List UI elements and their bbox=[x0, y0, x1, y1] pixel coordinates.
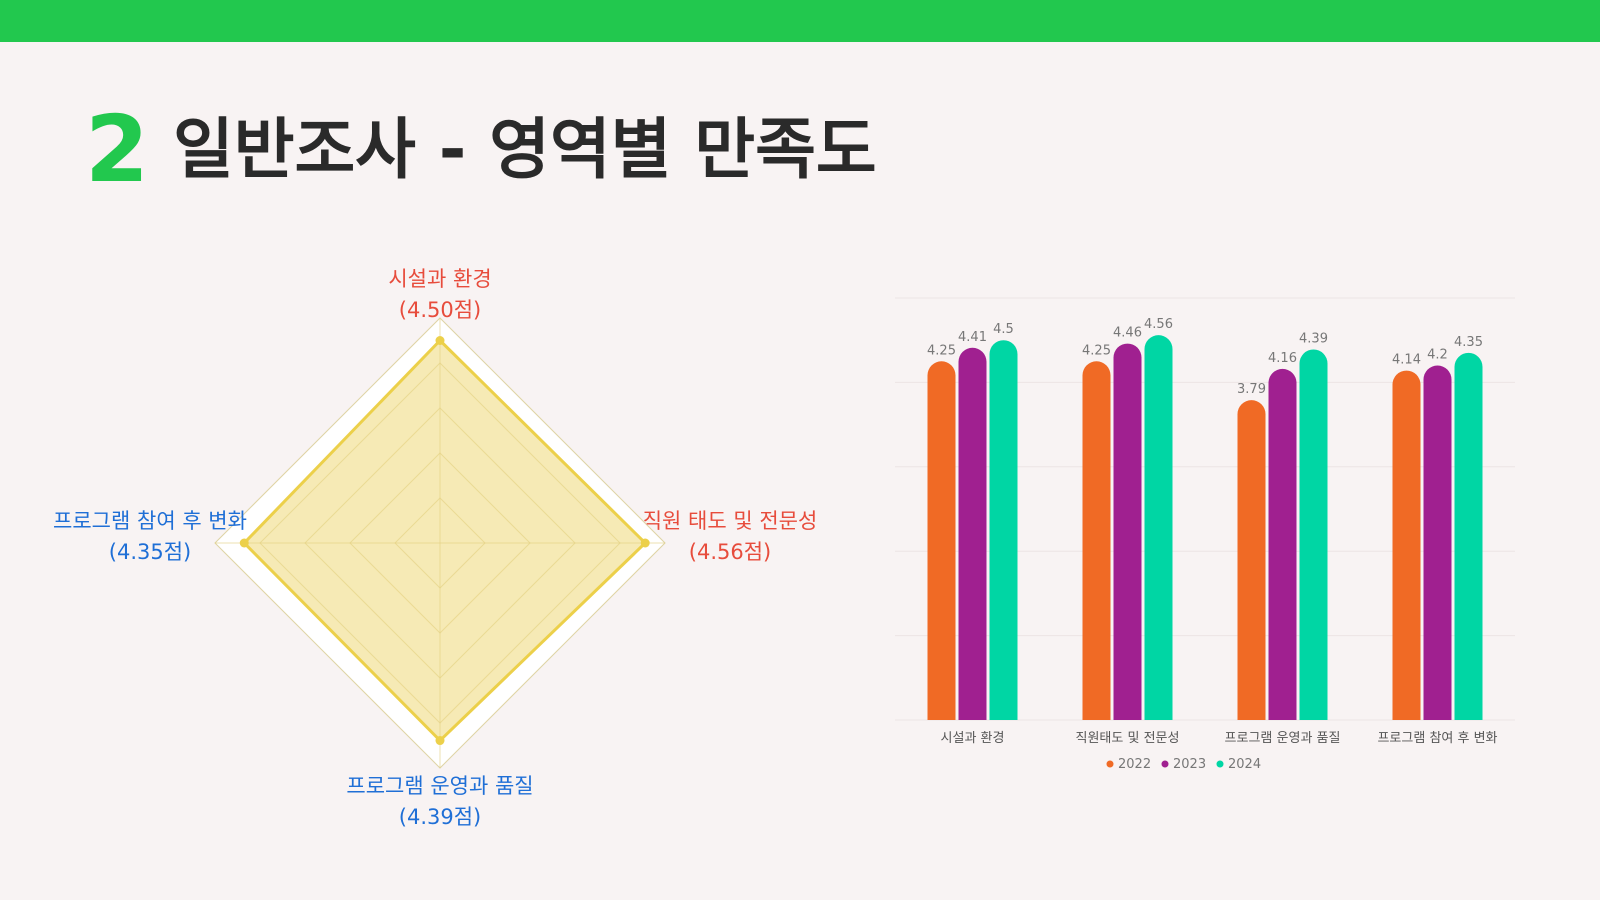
bar-value-label: 4.5 bbox=[993, 322, 1014, 337]
section-title: 일반조사 - 영역별 만족도 bbox=[173, 111, 877, 188]
radar-data-area bbox=[242, 338, 648, 743]
bar-2024 bbox=[1144, 335, 1173, 720]
bar-2022 bbox=[1082, 361, 1111, 720]
legend-label: 2022 bbox=[1118, 757, 1151, 770]
bar-value-label: 4.2 bbox=[1427, 348, 1448, 363]
radar-point bbox=[239, 538, 249, 548]
bar-2023 bbox=[1268, 368, 1297, 720]
legend-label: 2023 bbox=[1173, 757, 1206, 770]
bar-value-label: 4.56 bbox=[1144, 317, 1173, 332]
radar-point bbox=[435, 336, 445, 345]
bar-2023 bbox=[958, 347, 987, 720]
legend-marker-2024 bbox=[1216, 760, 1224, 768]
bar-category-label: 직원태도 및 전문성 bbox=[1076, 731, 1180, 746]
bar-value-label: 3.79 bbox=[1237, 382, 1266, 397]
bar-value-label: 4.39 bbox=[1299, 331, 1328, 346]
bar-category-label: 시설과 환경 bbox=[941, 731, 1005, 746]
bar-value-label: 4.25 bbox=[927, 343, 956, 358]
bar-2024 bbox=[1454, 352, 1483, 720]
bar-2022 bbox=[927, 361, 956, 720]
bar-category-label: 프로그램 참여 후 변화 bbox=[1377, 731, 1497, 746]
bar-value-label: 4.16 bbox=[1268, 351, 1297, 366]
bar-2023 bbox=[1423, 365, 1452, 720]
radar-value-label: (4.56점) bbox=[689, 540, 771, 564]
bar-value-label: 4.14 bbox=[1392, 353, 1421, 368]
bar-value-label: 4.35 bbox=[1454, 335, 1483, 350]
bar-value-label: 4.46 bbox=[1113, 326, 1142, 341]
legend-marker-2022 bbox=[1106, 760, 1114, 768]
bar-2022 bbox=[1392, 370, 1421, 720]
bar-2022 bbox=[1237, 400, 1266, 720]
bar-2023 bbox=[1113, 343, 1142, 720]
section-number: 2 bbox=[85, 96, 149, 203]
radar-axis-label: 시설과 환경 bbox=[388, 267, 491, 291]
radar-axis-label: 프로그램 운영과 품질 bbox=[346, 774, 533, 798]
legend-label: 2024 bbox=[1228, 757, 1261, 770]
bar-value-label: 4.41 bbox=[958, 330, 987, 345]
radar-point bbox=[435, 736, 445, 746]
radar-point bbox=[640, 538, 650, 548]
radar-chart: 시설과 환경 (4.50점) 직원 태도 및 전문성 (4.56점) 프로그램 운영과 … bbox=[53, 267, 818, 829]
radar-axis-label: 직원 태도 및 전문성 bbox=[643, 509, 818, 533]
bar-category-label: 프로그램 운영과 품질 bbox=[1225, 731, 1341, 746]
legend-marker-2023 bbox=[1161, 760, 1169, 768]
radar-value-label: (4.39점) bbox=[399, 805, 481, 829]
bar-value-label: 4.25 bbox=[1082, 343, 1111, 358]
radar-value-label: (4.35점) bbox=[109, 540, 191, 564]
radar-value-label: (4.50점) bbox=[399, 298, 481, 322]
bar-2024 bbox=[989, 340, 1018, 720]
top-accent-bar bbox=[0, 0, 1600, 42]
page-title: 2 일반조사 - 영역별 만족도 bbox=[85, 96, 877, 203]
bar-2024 bbox=[1299, 349, 1328, 720]
radar-axis-label: 프로그램 참여 후 변화 bbox=[53, 509, 247, 533]
